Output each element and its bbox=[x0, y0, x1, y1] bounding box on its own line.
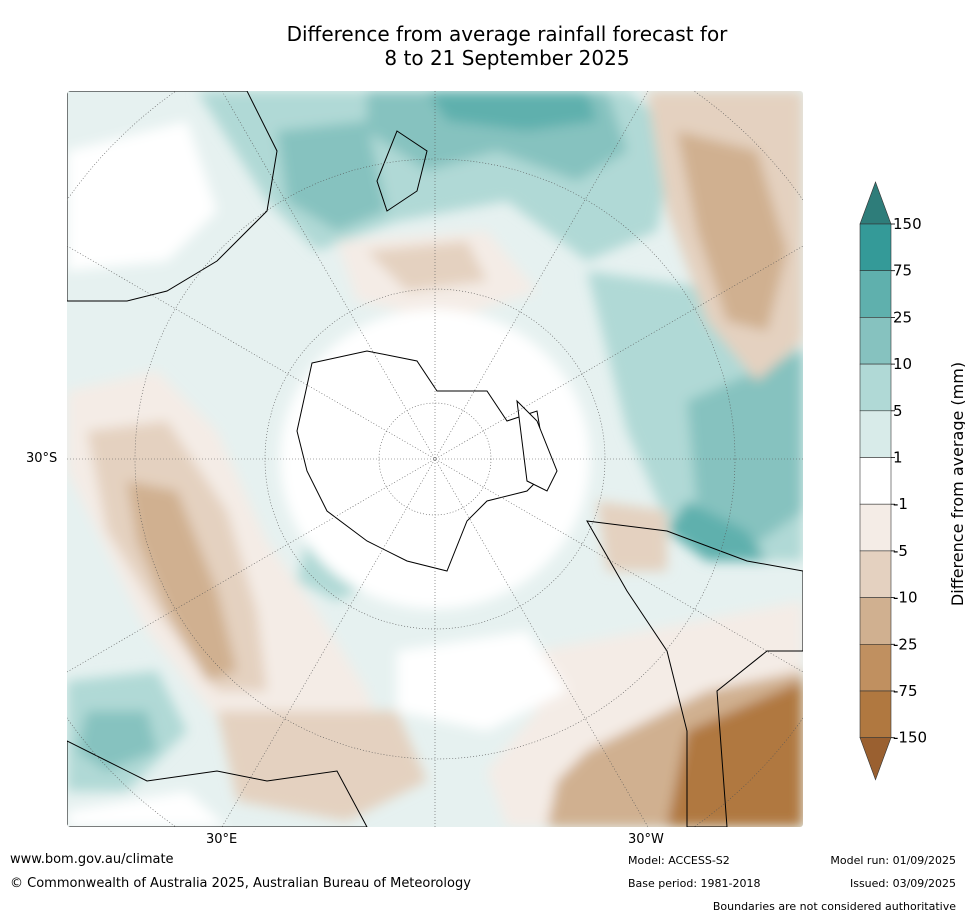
footer-model: Model: ACCESS-S2 bbox=[628, 854, 730, 867]
footer-base-period: Base period: 1981-2018 bbox=[628, 877, 761, 890]
chart-title: Difference from average rainfall forecas… bbox=[0, 22, 965, 70]
anomaly-field bbox=[67, 91, 803, 827]
colorbar-segment bbox=[859, 643, 892, 692]
colorbar-segment bbox=[859, 270, 892, 318]
new-zealand-outline bbox=[376, 130, 428, 212]
colorbar-tick-label: -5 bbox=[893, 542, 908, 560]
polar-map bbox=[67, 91, 803, 827]
colorbar-segment bbox=[859, 363, 892, 412]
lon-label-30w: 30°W bbox=[628, 832, 664, 847]
colorbar-tick-label: 5 bbox=[893, 402, 903, 420]
colorbar-segment bbox=[859, 690, 892, 739]
footer-copyright: © Commonwealth of Australia 2025, Austra… bbox=[10, 876, 471, 891]
colorbar-segment bbox=[859, 457, 892, 505]
colorbar-tick-label: 150 bbox=[893, 215, 922, 233]
colorbar-tick-label: 10 bbox=[893, 355, 912, 373]
title-line-2: 8 to 21 September 2025 bbox=[384, 46, 630, 70]
colorbar-tick-label: -25 bbox=[893, 635, 918, 653]
antarctica-outline bbox=[296, 350, 548, 572]
colorbar-segment bbox=[859, 503, 892, 552]
colorbar-segment bbox=[859, 317, 892, 365]
colorbar-segment bbox=[859, 223, 892, 272]
coastlines bbox=[67, 91, 803, 827]
colorbar-tick-label: -10 bbox=[893, 589, 918, 607]
australia-outline bbox=[67, 91, 278, 302]
south-america-outline bbox=[586, 520, 803, 827]
colorbar-tick-label: -150 bbox=[893, 729, 927, 747]
footer-model-run: Model run: 01/09/2025 bbox=[830, 854, 956, 867]
title-line-1: Difference from average rainfall forecas… bbox=[286, 22, 728, 46]
colorbar-extend-bottom bbox=[859, 737, 892, 781]
footer-issued: Issued: 03/09/2025 bbox=[849, 877, 956, 890]
colorbar-tick-label: 25 bbox=[893, 308, 912, 326]
footer-disclaimer: Boundaries are not considered authoritat… bbox=[712, 900, 956, 913]
colorbar-segment bbox=[859, 597, 892, 645]
colorbar-segment bbox=[859, 550, 892, 598]
colorbar-tick-label: -75 bbox=[893, 682, 918, 700]
graticule bbox=[67, 91, 803, 827]
colorbar: 150 75 25 10 5 1 -1 -5 -10 -25 -75 -150 bbox=[859, 181, 927, 781]
africa-outline bbox=[67, 740, 368, 827]
colorbar-tick-label: 1 bbox=[893, 449, 903, 467]
colorbar-title: Difference from average (mm) bbox=[948, 361, 965, 607]
colorbar-tick-label: 75 bbox=[893, 262, 912, 280]
colorbar-segment bbox=[859, 410, 892, 458]
colorbar-extend-top bbox=[859, 181, 892, 225]
lat-label-30s: 30°S bbox=[26, 451, 58, 466]
colorbar-tick-label: -1 bbox=[893, 495, 908, 513]
footer-url[interactable]: www.bom.gov.au/climate bbox=[10, 852, 174, 867]
lon-label-30e: 30°E bbox=[206, 832, 238, 847]
antarctic-peninsula bbox=[516, 399, 558, 492]
